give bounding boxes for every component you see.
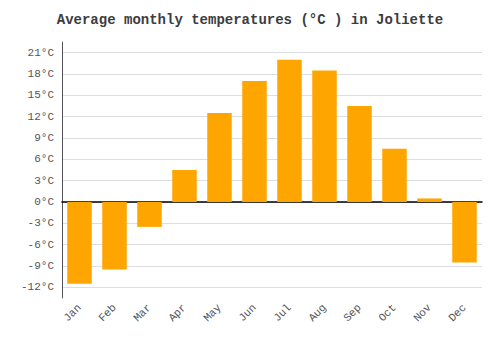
svg-text:-6°C: -6°C [28, 239, 55, 251]
svg-text:Average monthly temperatures (: Average monthly temperatures (°C ) in Jo… [57, 12, 443, 28]
svg-text:Nov: Nov [411, 301, 434, 324]
svg-text:-9°C: -9°C [28, 260, 55, 272]
svg-text:-3°C: -3°C [28, 217, 55, 229]
svg-text:6°C: 6°C [34, 153, 54, 165]
svg-text:Jan: Jan [61, 302, 83, 324]
svg-text:-12°C: -12°C [21, 281, 54, 293]
svg-text:Feb: Feb [96, 302, 118, 324]
svg-text:Dec: Dec [446, 302, 468, 324]
svg-text:Aug: Aug [306, 302, 328, 324]
svg-text:Jun: Jun [236, 302, 258, 324]
svg-text:Oct: Oct [376, 302, 398, 324]
svg-text:9°C: 9°C [34, 132, 54, 144]
svg-text:3°C: 3°C [34, 175, 54, 187]
svg-text:21°C: 21°C [28, 47, 55, 59]
svg-text:12°C: 12°C [28, 111, 55, 123]
svg-text:15°C: 15°C [28, 89, 55, 101]
svg-text:May: May [201, 301, 224, 324]
svg-text:Jul: Jul [271, 302, 293, 324]
svg-text:0°C: 0°C [34, 196, 54, 208]
svg-text:18°C: 18°C [28, 68, 55, 80]
svg-text:Apr: Apr [166, 302, 188, 324]
svg-text:Mar: Mar [131, 302, 153, 324]
svg-text:Sep: Sep [341, 302, 363, 324]
